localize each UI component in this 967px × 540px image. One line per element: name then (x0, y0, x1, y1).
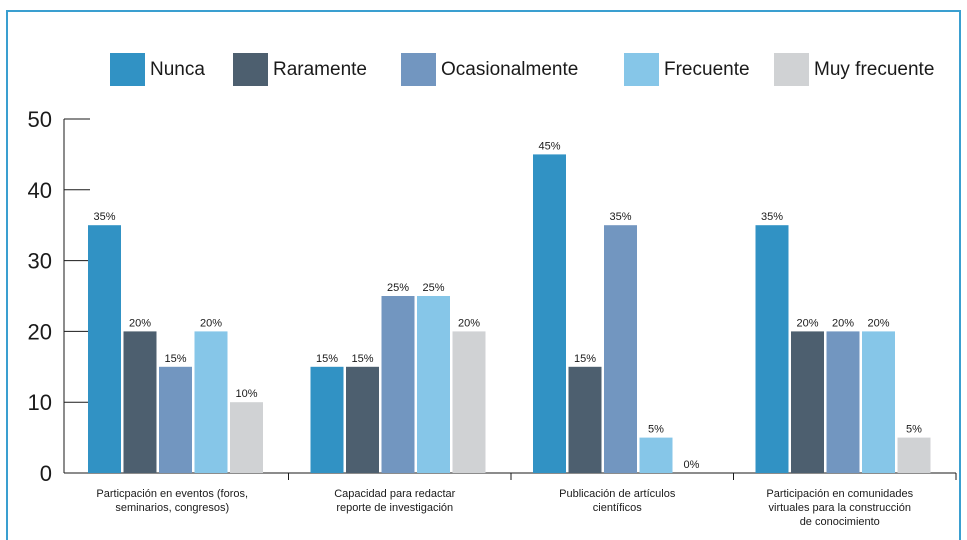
legend-label: Frecuente (664, 59, 750, 80)
bar (568, 366, 602, 473)
y-tick-label: 20 (28, 319, 52, 344)
bar (417, 296, 450, 473)
bar (346, 366, 379, 473)
data-label: 15% (574, 353, 596, 365)
legend-label: Raramente (273, 59, 367, 80)
x-category-label: Capacidad para redactar reporte de invest… (334, 488, 455, 514)
data-label: 15% (316, 353, 338, 365)
legend-swatch (401, 53, 436, 86)
legend: Nunca Raramente Ocasionalmente Frecuente Muy… (110, 53, 934, 86)
data-label: 25% (422, 282, 444, 294)
bar (381, 296, 415, 473)
legend-label: Ocasionalmente (441, 59, 578, 80)
data-label: 20% (867, 317, 889, 329)
bar (159, 366, 192, 473)
data-label: 45% (538, 140, 560, 152)
legend-swatch (233, 53, 268, 86)
data-label: 25% (387, 282, 409, 294)
bar (230, 402, 263, 473)
legend-swatch (774, 53, 809, 86)
data-label: 20% (832, 317, 854, 329)
bars (88, 154, 931, 473)
x-axis: Particpación en eventos (foros, seminario… (64, 472, 957, 528)
bar (897, 437, 931, 473)
legend-swatch (624, 53, 659, 86)
bar (194, 331, 228, 473)
data-label: 10% (235, 388, 257, 400)
data-label: 35% (761, 211, 783, 223)
data-label: 5% (906, 424, 922, 436)
bar (123, 331, 157, 473)
x-category-label: Participación en comunidades virtuales pa… (766, 488, 913, 528)
legend-swatch (110, 53, 145, 86)
y-tick-label: 0 (40, 461, 52, 486)
bar (639, 437, 673, 473)
y-tick-label: 30 (28, 249, 52, 274)
bar (310, 366, 344, 473)
data-label: 0% (684, 459, 700, 471)
data-label: 20% (200, 317, 222, 329)
y-tick-label: 50 (28, 107, 52, 132)
bar (862, 331, 895, 473)
bar (791, 331, 824, 473)
data-label: 20% (796, 317, 818, 329)
bar (533, 154, 566, 473)
data-label: 35% (609, 211, 631, 223)
bar (755, 225, 789, 473)
x-category-label: Particpación en eventos (foros, seminario… (96, 488, 248, 514)
data-label: 15% (164, 353, 186, 365)
data-label: 15% (351, 353, 373, 365)
data-label: 35% (93, 211, 115, 223)
y-axis: 0 10 20 30 40 50 (28, 107, 90, 486)
bar (826, 331, 860, 473)
chart-frame (6, 10, 961, 540)
legend-label: Muy frecuente (814, 59, 934, 80)
bar (88, 225, 121, 473)
data-labels: 35% 20% 15% 20% 10% 15% 15% 25% 25% 20% 45% 15% 35% 5… (93, 140, 922, 471)
bar (452, 331, 486, 473)
x-category-label: Publicación de artículos científicos (559, 488, 676, 514)
y-tick-label: 10 (28, 390, 52, 415)
data-label: 5% (648, 424, 664, 436)
legend-label: Nunca (150, 59, 205, 80)
data-label: 20% (458, 317, 480, 329)
y-tick-label: 40 (28, 178, 52, 203)
data-label: 20% (129, 317, 151, 329)
bar (604, 225, 637, 473)
